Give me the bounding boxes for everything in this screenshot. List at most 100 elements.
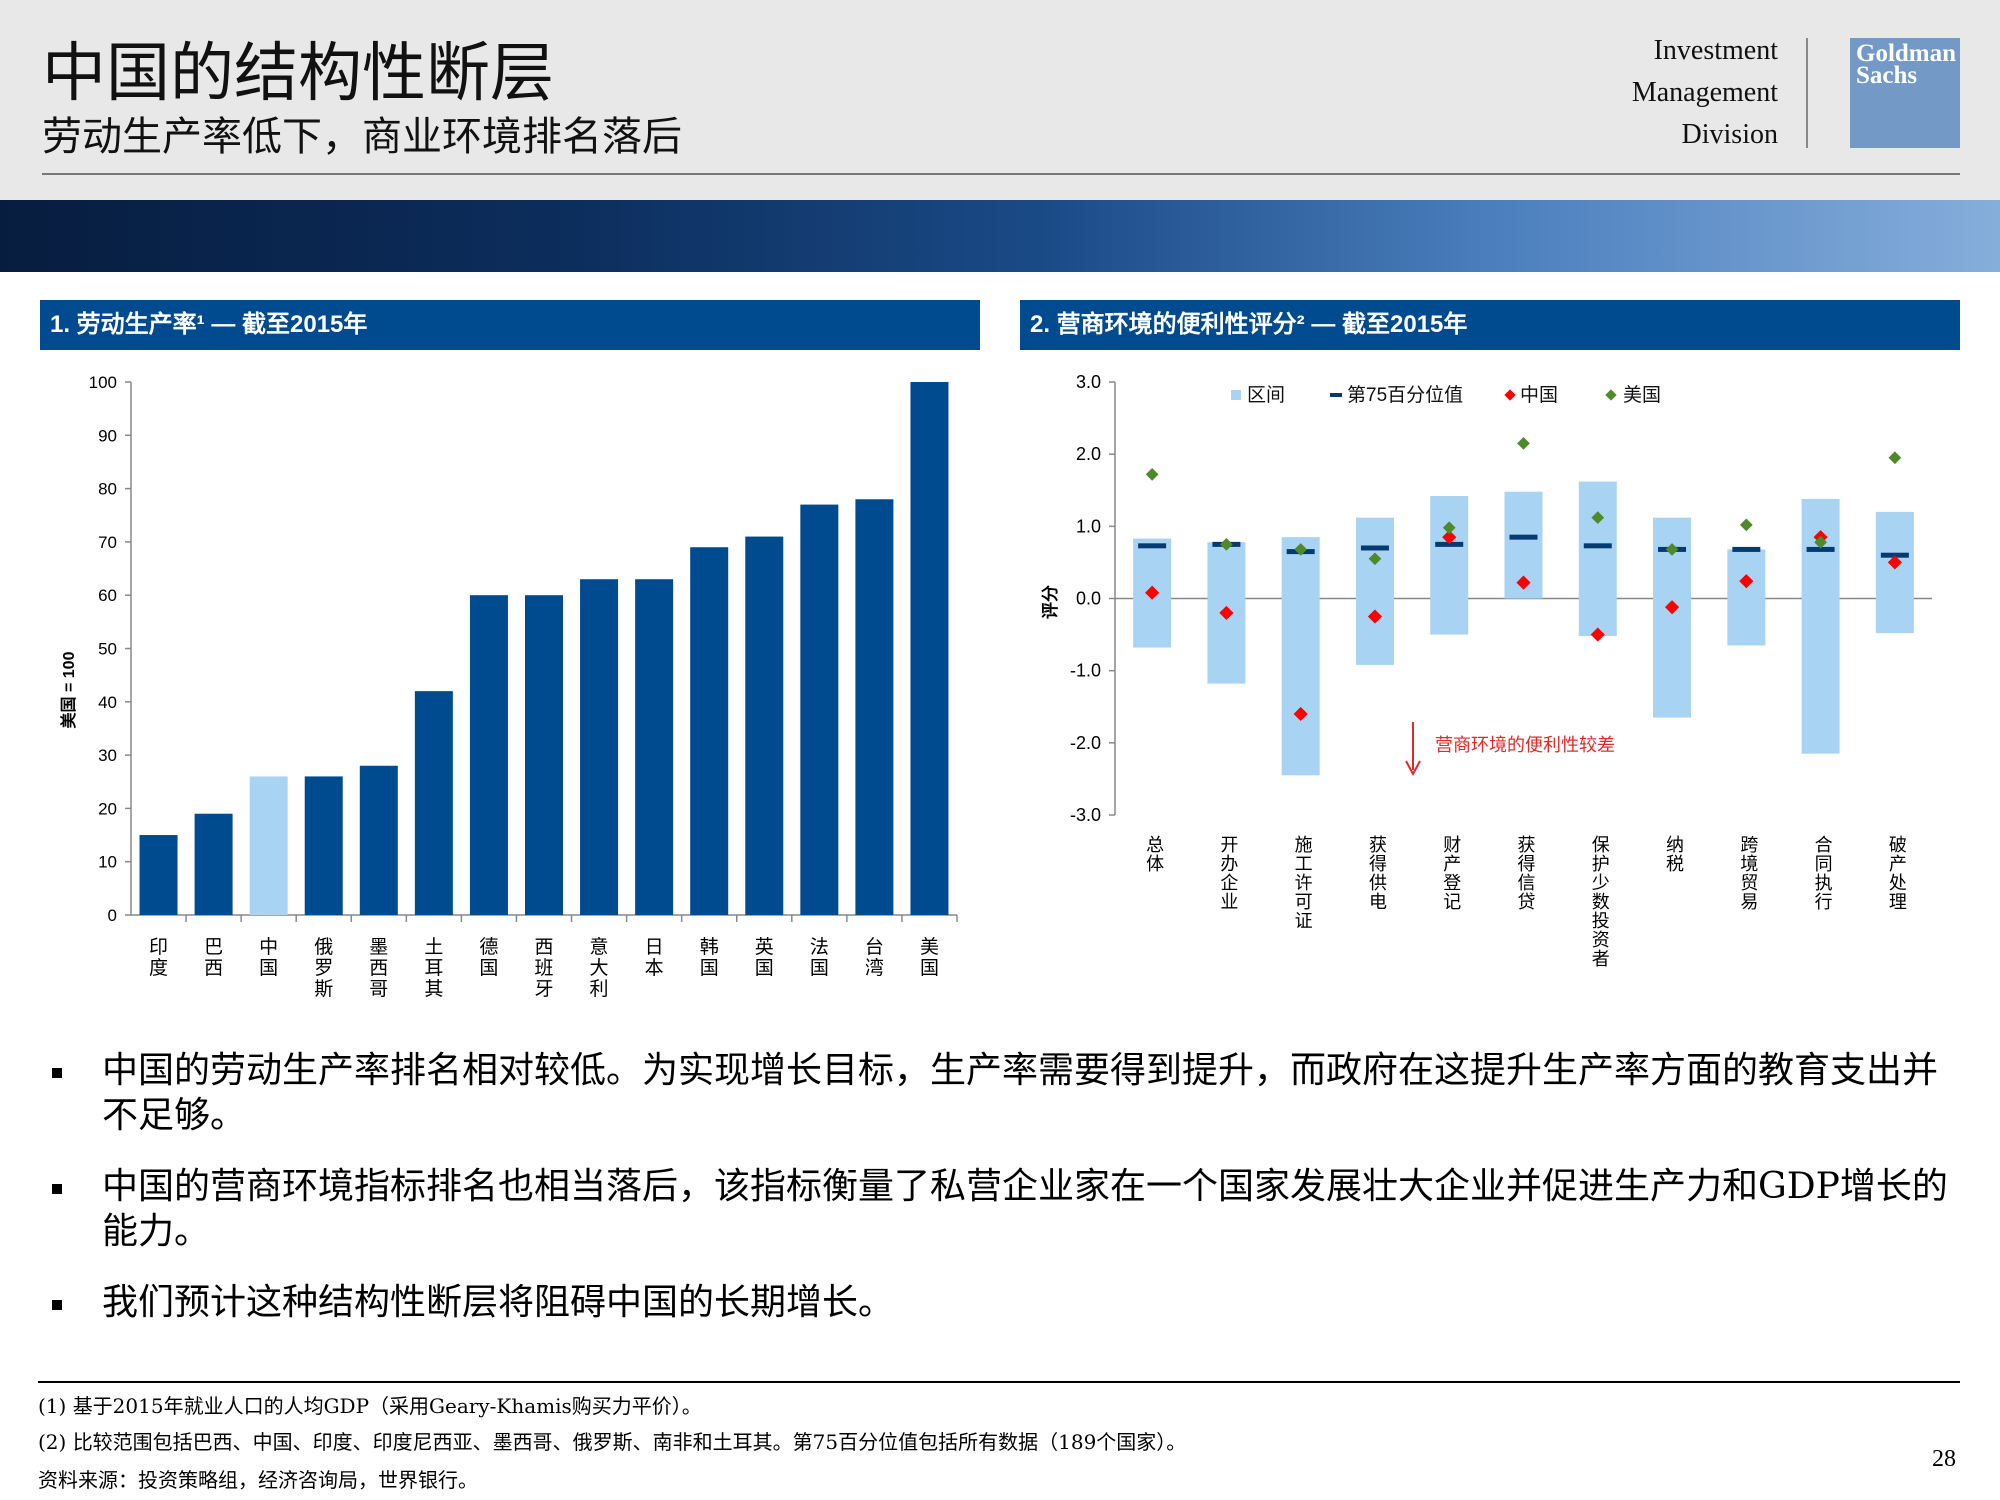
chart2-china-marker xyxy=(1887,555,1902,570)
chart2-y-tick-label: -3.0 xyxy=(1070,805,1101,825)
business-environment-chart: 评分 区间 第75百分位值 中国 美国 -3.0 -2.0 -1.0 0.0 1.0 2.… xyxy=(1041,372,1932,969)
chart2-y-tick-label: 1.0 xyxy=(1076,516,1101,536)
chart2-x-tick-label: 合同执行 xyxy=(1815,835,1833,912)
chart2-x-tick-label: 跨境贸易 xyxy=(1740,835,1758,912)
chart1-bar xyxy=(359,765,398,915)
chart1-y-ticks: 0 10 20 30 40 50 60 70 80 90 100 xyxy=(89,373,131,925)
decorative-banner xyxy=(0,200,2000,272)
chart1-x-tick-label: 意大利 xyxy=(590,936,609,1000)
legend-swatch-p75 xyxy=(1330,393,1342,397)
chart2-p75-marker xyxy=(1435,541,1464,547)
chart2-y-axis-label: 评分 xyxy=(1041,585,1060,619)
chart2-range-bar xyxy=(1430,496,1469,635)
chart1-bar xyxy=(910,382,949,915)
footnote-2: (2) 比较范围包括巴西、中国、印度、印度尼西亚、墨西哥、俄罗斯、南非和土耳其。… xyxy=(38,1430,1187,1454)
bullet-icon xyxy=(52,1300,62,1310)
chart1-x-tick-label: 台湾 xyxy=(865,936,884,979)
chart2-x-tick-label: 施工许可证 xyxy=(1295,835,1313,931)
chart2-marks xyxy=(1133,436,1914,776)
chart1-bar xyxy=(580,579,619,915)
page-number: 28 xyxy=(1932,1446,1956,1472)
chart2-y-ticks: -3.0 -2.0 -1.0 0.0 1.0 2.0 3.0 xyxy=(1070,372,1115,825)
bullet-icon xyxy=(52,1068,62,1078)
chart1-bar xyxy=(690,547,729,915)
chart2-usa-marker xyxy=(1517,436,1530,450)
chart2-annotation: 营商环境的便利性较差 xyxy=(1405,722,1615,777)
chart1-bar xyxy=(525,595,563,915)
division-line: Management xyxy=(1631,77,1778,108)
chart2-usa-marker xyxy=(1814,535,1827,549)
chart1-y-tick-label: 50 xyxy=(98,640,117,659)
chart1-y-tick-label: 70 xyxy=(98,533,117,552)
list-item: 中国的劳动生产率排名相对较低。为实现增长目标，生产率需要得到提升，而政府在这提升… xyxy=(48,1048,1948,1138)
chart1-x-tick-label: 印度 xyxy=(149,936,168,979)
chart2-p75-marker xyxy=(1509,534,1538,540)
chart1-bar xyxy=(139,835,178,915)
goldman-sachs-logo: Goldman Sachs xyxy=(1850,38,1960,148)
logo-line: Sachs xyxy=(1856,62,1918,89)
source-note: 资料来源：投资策略组，经济咨询局，世界银行。 xyxy=(38,1468,478,1492)
chart1-x-tick-label: 德国 xyxy=(479,936,498,979)
bullet-text: 我们预计这种结构性断层将阻碍中国的长期增长。 xyxy=(102,1282,895,1323)
chart2-usa-marker xyxy=(1665,543,1679,556)
bullet-text: 中国的营商环境指标排名也相当落后，该指标衡量了私营企业家在一个国家发展壮大企业并… xyxy=(102,1166,1948,1252)
chart2-range-bar xyxy=(1355,517,1394,665)
chart2-p75-marker xyxy=(1360,545,1389,551)
chart2-x-tick-label: 开办企业 xyxy=(1220,835,1238,912)
division-name: Investment Management Division xyxy=(1632,30,1778,156)
chart2-usa-marker xyxy=(1294,543,1308,556)
chart2-y-tick-label: 3.0 xyxy=(1076,372,1101,392)
legend-swatch-china xyxy=(1504,389,1516,401)
chart1-bar xyxy=(249,776,288,915)
legend-label-range: 区间 xyxy=(1247,384,1285,406)
chart2-heading: 2. 营商环境的便利性评分² — 截至2015年 xyxy=(1020,300,1960,350)
chart2-range-bar xyxy=(1875,511,1914,634)
chart2-y-tick-label: 0.0 xyxy=(1076,589,1101,609)
chart1-bar xyxy=(855,499,894,915)
chart2-usa-marker xyxy=(1888,451,1902,465)
chart2-p75-marker xyxy=(1583,543,1612,549)
chart2-range-bar xyxy=(1281,537,1320,776)
chart1-y-tick-label: 90 xyxy=(98,426,117,445)
footer-divider xyxy=(38,1381,1960,1383)
chart1-bars xyxy=(139,382,958,922)
chart1-bar xyxy=(635,579,674,915)
chart1-x-tick-label: 墨西哥 xyxy=(369,937,388,1000)
bullet-text: 中国的劳动生产率排名相对较低。为实现增长目标，生产率需要得到提升，而政府在这提升… xyxy=(102,1050,1939,1136)
header-separator xyxy=(1806,38,1808,148)
chart1-x-tick-label: 英国 xyxy=(755,936,774,979)
chart2-p75-marker xyxy=(1880,552,1909,558)
chart1-bar xyxy=(469,595,508,915)
footnote-1: (1) 基于2015年就业人口的人均GDP（采用Geary-Khamis购买力平… xyxy=(38,1394,702,1418)
chart2-usa-marker xyxy=(1145,468,1159,481)
chart2-y-tick-label: -2.0 xyxy=(1070,733,1101,753)
chart2-x-tick-label: 获得信贷 xyxy=(1518,835,1536,912)
chart1-y-tick-label: 20 xyxy=(98,799,117,818)
header-divider xyxy=(42,173,1960,175)
logo-line: Goldman xyxy=(1856,40,1957,67)
chart1-y-tick-label: 40 xyxy=(98,693,117,712)
chart2-range-bar xyxy=(1578,481,1617,637)
annotation-arrow-head xyxy=(1405,760,1421,777)
chart2-p75-marker xyxy=(1732,546,1761,552)
chart1-y-tick-label: 0 xyxy=(108,906,117,925)
chart1-y-axis-label: 美国 = 100 xyxy=(59,651,78,728)
chart2-x-tick-label: 获得供电 xyxy=(1369,835,1387,912)
chart2-china-marker xyxy=(1516,575,1531,590)
bullet-icon xyxy=(52,1184,62,1194)
chart1-x-tick-label: 土耳其 xyxy=(424,936,443,1000)
page-subtitle: 劳动生产率低下，商业环境排名落后 xyxy=(42,114,682,160)
chart1-y-tick-label: 80 xyxy=(98,480,117,499)
chart2-legend: 区间 第75百分位值 中国 美国 xyxy=(1231,384,1661,406)
chart2-x-tick-label: 总体 xyxy=(1146,835,1164,874)
chart2-x-tick-label: 财产登记 xyxy=(1443,835,1461,912)
chart2-range-bar xyxy=(1727,549,1766,646)
chart1-x-tick-label: 西班牙 xyxy=(534,937,553,1000)
chart2-x-tick-label: 保护少数投资者 xyxy=(1592,835,1610,969)
list-item: 中国的营商环境指标排名也相当落后，该指标衡量了私营企业家在一个国家发展壮大企业并… xyxy=(48,1164,1948,1254)
legend-swatch-range xyxy=(1231,390,1241,400)
chart1-bar xyxy=(194,813,233,915)
chart1-x-tick-label: 日本 xyxy=(645,937,664,979)
chart1-y-tick-label: 60 xyxy=(98,586,117,605)
chart2-x-tick-label: 破产处理 xyxy=(1889,835,1907,912)
